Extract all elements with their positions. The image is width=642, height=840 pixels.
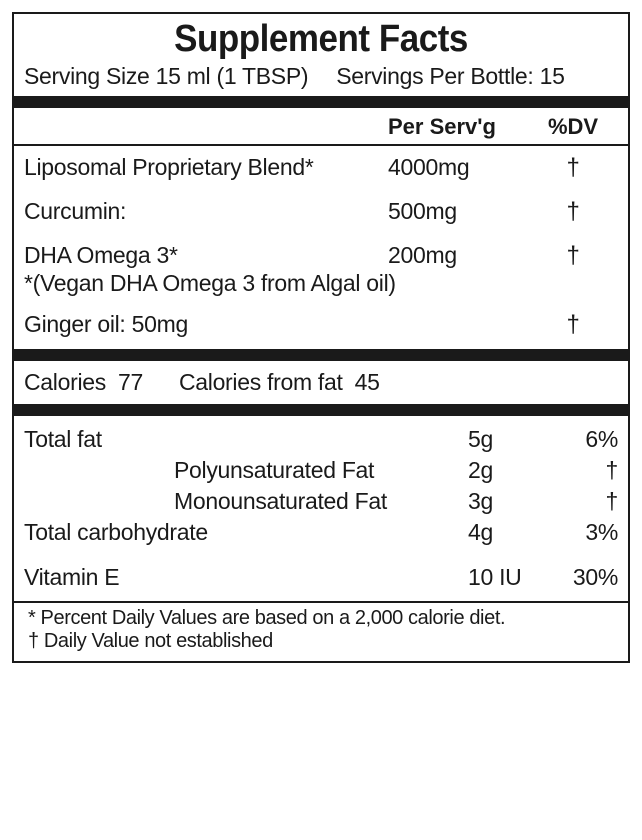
ingredient-dv: † xyxy=(528,242,618,270)
table-row: Curcumin: 500mg † xyxy=(14,186,628,230)
table-row: Total carbohydrate 4g 3% xyxy=(14,517,628,548)
ingredient-dv: † xyxy=(528,198,618,226)
calories-line: Calories 77 Calories from fat 45 xyxy=(14,361,628,404)
supplement-facts-panel: Supplement Facts Serving Size 15 ml (1 T… xyxy=(12,12,630,663)
nutrient-dv: 30% xyxy=(548,564,618,591)
ingredient-amount: 4000mg xyxy=(388,154,528,181)
servings-per-bottle-value: 15 xyxy=(540,63,565,89)
ingredient-name: Liposomal Proprietary Blend* xyxy=(24,154,388,181)
table-row: Vitamin E 10 IU 30% xyxy=(14,562,628,601)
rule-thick-3 xyxy=(14,404,628,416)
nutrient-dv: † xyxy=(548,488,618,515)
nutrient-name: Total carbohydrate xyxy=(24,519,468,546)
serving-size: Serving Size 15 ml (1 TBSP) xyxy=(24,63,308,90)
nutrient-amount: 4g xyxy=(468,519,548,546)
table-row: DHA Omega 3* 200mg † xyxy=(14,230,628,270)
nutrient-name: Vitamin E xyxy=(24,564,468,591)
calories-fat-value: 45 xyxy=(355,369,380,396)
table-row: Polyunsaturated Fat 2g † xyxy=(14,455,628,486)
serving-line: Serving Size 15 ml (1 TBSP) Servings Per… xyxy=(14,63,628,96)
header-per-serving: Per Serv'g xyxy=(388,114,528,140)
serving-size-label: Serving Size xyxy=(24,63,150,89)
nutrient-name: Total fat xyxy=(24,426,468,453)
ingredient-amount: 500mg xyxy=(388,198,528,225)
table-row: Ginger oil: 50mg † xyxy=(14,303,628,349)
nutrient-amount: 3g xyxy=(468,488,548,515)
serving-size-value: 15 ml (1 TBSP) xyxy=(156,63,309,89)
ingredient-name: DHA Omega 3* xyxy=(24,242,388,269)
calories-label: Calories xyxy=(24,369,106,396)
nutrient-name: Monounsaturated Fat xyxy=(24,488,468,515)
ingredient-dv: † xyxy=(528,154,618,182)
calories-from-fat: Calories from fat 45 xyxy=(179,369,380,396)
column-headers: Per Serv'g %DV xyxy=(14,108,628,144)
calories: Calories 77 xyxy=(24,369,143,396)
table-row: Total fat 5g 6% xyxy=(14,416,628,455)
calories-value: 77 xyxy=(118,369,143,396)
rule-thick-2 xyxy=(14,349,628,361)
ingredient-name: Curcumin: xyxy=(24,198,388,225)
ingredient-name: Ginger oil: 50mg xyxy=(24,311,388,338)
servings-per-bottle-label: Servings Per Bottle: xyxy=(336,63,533,89)
header-spacer xyxy=(24,114,388,140)
footnote-dagger: † Daily Value not established xyxy=(28,630,618,653)
table-row: Monounsaturated Fat 3g † xyxy=(14,486,628,517)
ingredient-dv: † xyxy=(528,311,618,339)
nutrient-amount: 5g xyxy=(468,426,548,453)
rule-thick-1 xyxy=(14,96,628,108)
footnote-star: * Percent Daily Values are based on a 2,… xyxy=(28,607,618,630)
nutrient-dv: 3% xyxy=(548,519,618,546)
nutrient-dv: † xyxy=(548,457,618,484)
ingredient-amount: 200mg xyxy=(388,242,528,269)
panel-title: Supplement Facts xyxy=(39,14,604,63)
footnotes: * Percent Daily Values are based on a 2,… xyxy=(14,603,628,661)
nutrient-amount: 10 IU xyxy=(468,564,548,591)
nutrient-amount: 2g xyxy=(468,457,548,484)
dha-note: *(Vegan DHA Omega 3 from Algal oil) xyxy=(14,270,628,303)
nutrient-name: Polyunsaturated Fat xyxy=(24,457,468,484)
servings-per-bottle: Servings Per Bottle: 15 xyxy=(336,63,564,90)
calories-fat-label: Calories from fat xyxy=(179,369,343,396)
header-dv: %DV xyxy=(528,114,618,140)
nutrient-dv: 6% xyxy=(548,426,618,453)
table-row: Liposomal Proprietary Blend* 4000mg † xyxy=(14,146,628,186)
